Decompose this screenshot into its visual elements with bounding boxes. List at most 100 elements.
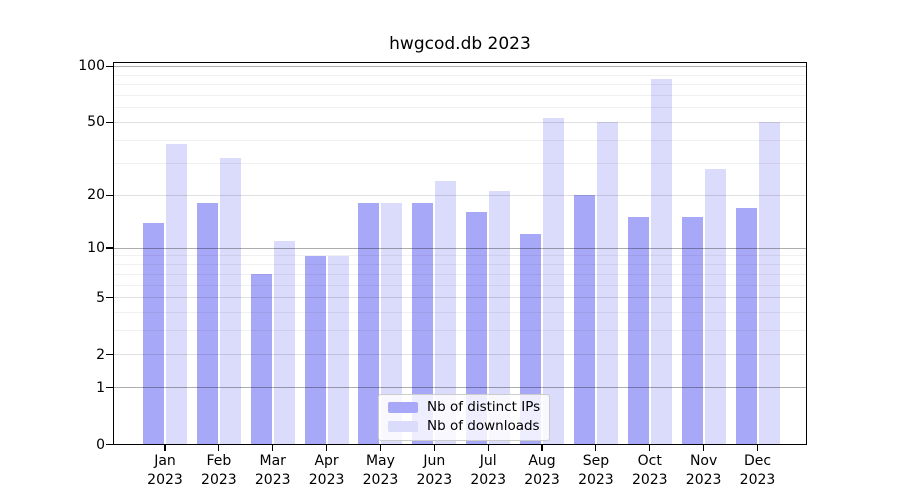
y-tick-label: 0 <box>96 436 105 453</box>
x-tick-label: May 2023 <box>348 452 412 490</box>
x-tick-label: Oct 2023 <box>618 452 682 490</box>
x-tick-label: Mar 2023 <box>241 452 305 490</box>
y-gridline <box>113 297 807 299</box>
legend-item-downloads: Nb of downloads <box>388 419 540 434</box>
y-gridline <box>113 65 807 67</box>
y-tick-mark <box>106 65 113 68</box>
x-tick-mark <box>325 445 328 451</box>
y-tick-label: 100 <box>78 58 105 75</box>
x-tick-mark <box>379 445 382 451</box>
x-tick-year-label: 2023 <box>524 472 560 488</box>
x-tick-year-label: 2023 <box>147 472 183 488</box>
y-gridline <box>113 264 807 266</box>
x-tick-year-label: 2023 <box>308 472 345 488</box>
bar-downloads <box>650 78 672 445</box>
x-tick-year-label: 2023 <box>362 472 399 488</box>
bar-distinct-ips <box>358 203 380 445</box>
y-tick-label: 5 <box>96 289 105 306</box>
x-tick-mark <box>595 445 597 451</box>
x-tick-mark <box>218 445 220 451</box>
bar-downloads <box>166 144 187 445</box>
legend-swatch-downloads-icon <box>388 421 418 432</box>
y-tick-mark <box>106 387 113 389</box>
x-tick-mark <box>164 445 166 451</box>
x-tick-year-label: 2023 <box>201 472 237 488</box>
bar-distinct-ips <box>681 217 703 445</box>
y-gridline <box>113 107 807 109</box>
bar-downloads <box>543 117 565 445</box>
x-tick-mark <box>756 445 759 451</box>
x-tick-mark <box>541 445 543 451</box>
bar-distinct-ips <box>735 207 757 445</box>
x-tick-label: Jul 2023 <box>456 452 520 490</box>
y-tick-label: 1 <box>96 379 105 396</box>
x-tick-year-label: 2023 <box>254 472 291 488</box>
x-tick-mark <box>703 445 705 451</box>
y-gridline <box>113 94 807 96</box>
bar-downloads <box>489 191 511 445</box>
x-tick-year-label: 2023 <box>739 472 776 488</box>
bar-distinct-ips <box>143 222 164 445</box>
bar-downloads <box>596 122 618 445</box>
x-tick-label: Jan 2023 <box>133 452 197 490</box>
bar-downloads <box>704 168 726 445</box>
x-tick-label: Sep 2023 <box>564 452 628 490</box>
x-tick-year-label: 2023 <box>685 472 722 488</box>
y-gridline <box>113 284 807 286</box>
legend-item-distinct-ips: Nb of distinct IPs <box>388 400 540 415</box>
x-tick-mark <box>649 445 651 451</box>
bar-distinct-ips <box>520 234 542 445</box>
x-tick-mark <box>433 445 435 451</box>
chart-title: hwgcod.db 2023 <box>389 34 531 54</box>
legend-label-downloads: Nb of downloads <box>427 418 540 434</box>
y-gridline <box>113 273 807 275</box>
x-tick-label: Feb 2023 <box>187 452 251 490</box>
bar-downloads <box>758 122 780 445</box>
x-tick-year-label: 2023 <box>416 472 453 488</box>
y-gridline <box>113 354 807 355</box>
y-gridline <box>113 247 807 249</box>
bar-distinct-ips <box>196 203 218 445</box>
x-tick-mark <box>272 445 274 451</box>
bar-downloads <box>327 255 349 445</box>
bar-downloads <box>435 180 457 445</box>
y-gridline <box>113 84 807 86</box>
bar-distinct-ips <box>304 255 326 445</box>
y-gridline <box>113 255 807 257</box>
x-tick-year-label: 2023 <box>631 472 668 488</box>
legend: Nb of distinct IPs Nb of downloads <box>378 394 551 441</box>
y-tick-mark <box>106 297 113 299</box>
x-tick-label: Dec 2023 <box>726 452 790 490</box>
y-tick-mark <box>106 194 113 196</box>
y-tick-mark <box>106 247 113 249</box>
bar-distinct-ips <box>627 217 649 445</box>
y-tick-label: 2 <box>96 346 105 363</box>
y-gridline <box>113 330 807 332</box>
y-gridline <box>113 74 807 76</box>
y-tick-mark <box>106 353 113 356</box>
y-gridline <box>113 139 807 141</box>
bar-distinct-ips <box>573 195 595 445</box>
y-gridline <box>113 387 807 389</box>
bar-distinct-ips <box>412 203 434 445</box>
y-gridline <box>113 312 807 314</box>
x-tick-label: Apr 2023 <box>295 452 359 490</box>
x-tick-mark <box>487 445 489 451</box>
bar-downloads <box>381 203 403 445</box>
bar-downloads <box>273 240 295 445</box>
y-tick-mark <box>106 443 113 446</box>
y-gridline <box>113 194 807 196</box>
y-gridline <box>113 162 807 164</box>
legend-label-distinct-ips: Nb of distinct IPs <box>427 399 541 415</box>
bar-downloads <box>219 158 241 445</box>
x-tick-year-label: 2023 <box>470 472 506 488</box>
x-tick-year-label: 2023 <box>578 472 614 488</box>
y-tick-label: 20 <box>87 187 105 204</box>
y-tick-label: 50 <box>87 114 105 131</box>
y-tick-label: 10 <box>87 240 105 257</box>
bar-distinct-ips <box>466 212 488 445</box>
y-gridline <box>113 121 807 123</box>
x-tick-label: Aug 2023 <box>510 452 574 490</box>
bar-distinct-ips <box>250 274 272 445</box>
